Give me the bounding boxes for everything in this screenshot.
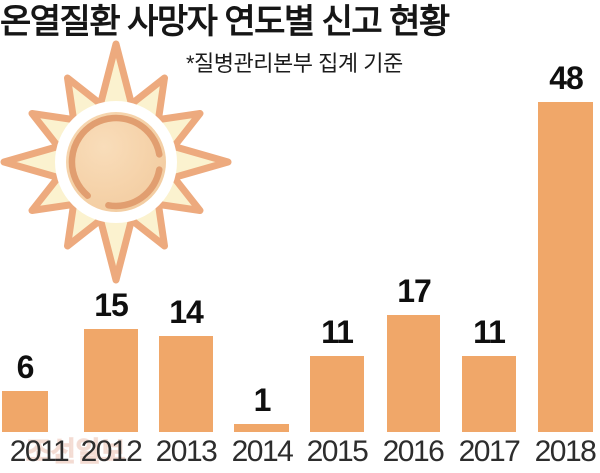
year-label-2015: 2015 [306, 435, 369, 468]
year-label-2018: 2018 [534, 435, 597, 468]
value-label-2018: 48 [549, 60, 584, 96]
value-label-2015: 11 [321, 314, 354, 350]
sun-core [66, 112, 166, 212]
year-label-2017: 2017 [458, 435, 521, 468]
bar-2017 [462, 356, 516, 432]
bar-2012 [84, 329, 138, 432]
bar-2011 [2, 391, 48, 432]
bar-2013 [159, 336, 213, 432]
value-label-2013: 14 [169, 294, 204, 330]
sun-icon [0, 40, 232, 284]
chart-source-note: *질병관리본부 집계 기준 [186, 51, 403, 76]
year-label-2011: 2011 [9, 435, 70, 468]
bar-2015 [310, 356, 364, 432]
year-label-2013: 2013 [155, 435, 218, 468]
year-label-2012: 2012 [80, 435, 143, 468]
sun-core-arc-short [105, 166, 163, 210]
value-label-2012: 15 [94, 287, 129, 323]
bar-2014 [234, 424, 289, 432]
value-label-2014: 1 [253, 382, 272, 418]
bar-2016 [387, 315, 440, 432]
value-label-2016: 17 [397, 273, 432, 309]
bar-2018 [538, 102, 593, 432]
year-label-2016: 2016 [382, 435, 445, 468]
publisher-watermark: 조선일보 [25, 436, 126, 467]
value-label-2011: 6 [16, 349, 35, 385]
sun-core-arc-long [68, 114, 163, 199]
year-label-2014: 2014 [231, 435, 294, 468]
value-label-2017: 11 [473, 314, 506, 350]
chart-title: 온열질환 사망자 연도별 신고 현황 [0, 3, 450, 41]
